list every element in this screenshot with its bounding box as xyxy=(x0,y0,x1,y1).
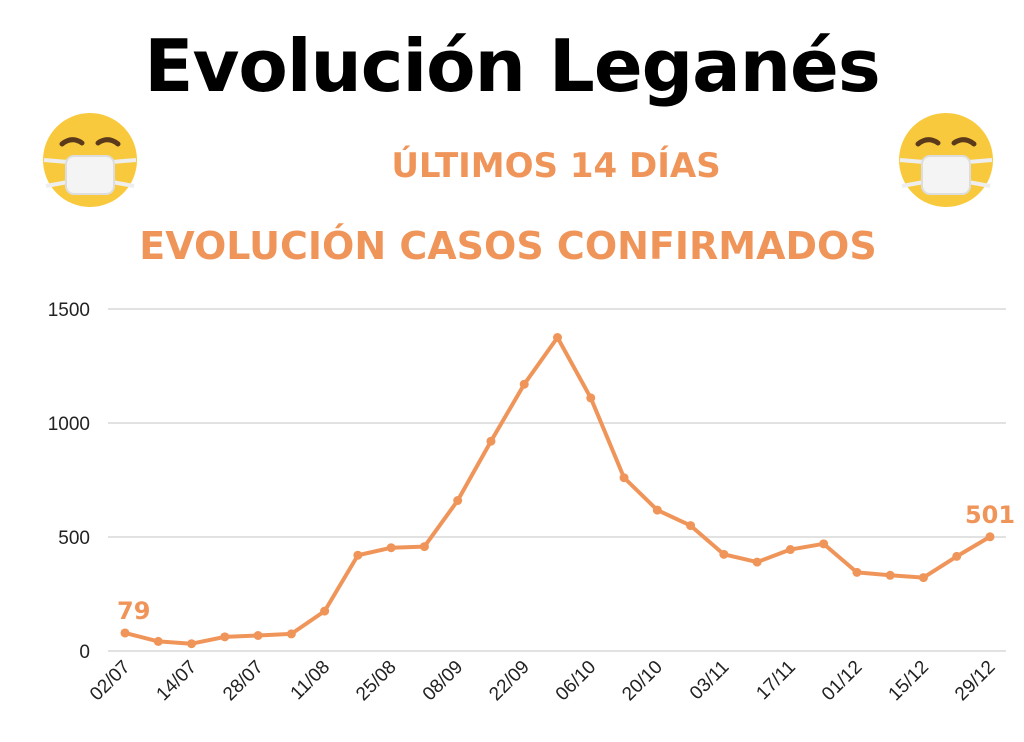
y-tick-label: 1000 xyxy=(48,414,90,435)
x-tick-label: 20/10 xyxy=(618,657,666,705)
x-tick-label: 28/07 xyxy=(219,657,267,705)
data-point xyxy=(519,379,529,389)
y-tick-label: 500 xyxy=(58,528,90,549)
x-tick-label: 14/07 xyxy=(153,657,201,705)
series-line xyxy=(123,335,992,646)
data-point xyxy=(785,545,795,555)
data-point xyxy=(619,473,629,483)
data-point xyxy=(852,567,862,577)
face-with-medical-mask-icon xyxy=(899,113,993,207)
data-point xyxy=(652,505,662,515)
x-tick-label: 15/12 xyxy=(885,657,933,705)
data-point xyxy=(386,543,396,553)
series-line-path xyxy=(123,335,992,646)
data-point xyxy=(885,570,895,580)
data-point xyxy=(686,521,696,531)
data-labels: 79 501 xyxy=(117,501,1015,625)
page-title: Evolución Leganés xyxy=(144,24,880,108)
data-point xyxy=(819,539,829,549)
x-tick-label: 17/11 xyxy=(752,657,799,704)
data-point xyxy=(286,629,296,639)
x-tick-label: 02/07 xyxy=(86,657,134,705)
x-tick-label: 03/11 xyxy=(686,657,733,704)
data-point xyxy=(719,549,729,559)
series-points xyxy=(120,333,995,649)
y-tick-label: 1500 xyxy=(48,300,90,321)
data-label: 79 xyxy=(117,597,150,625)
face-with-medical-mask-icon xyxy=(43,113,137,207)
data-point xyxy=(220,632,230,642)
data-point xyxy=(453,496,463,506)
x-tick-label: 29/12 xyxy=(951,657,999,705)
x-tick-label: 22/09 xyxy=(485,657,533,705)
data-point xyxy=(153,636,163,646)
data-label: 501 xyxy=(965,501,1015,529)
data-point xyxy=(253,630,263,640)
data-point xyxy=(419,542,429,552)
x-tick-label: 06/10 xyxy=(552,657,600,705)
data-point xyxy=(120,628,130,638)
grid xyxy=(108,308,1006,652)
data-point xyxy=(187,639,197,649)
data-point xyxy=(952,551,962,561)
data-point xyxy=(752,557,762,567)
subtitle-confirmed-cases: EVOLUCIÓN CASOS CONFIRMADOS xyxy=(139,224,877,268)
x-tick-label: 08/09 xyxy=(419,657,467,705)
data-point xyxy=(918,573,928,583)
x-axis-ticks: 02/07 14/07 28/07 11/08 25/08 08/09 22/09 06/10… xyxy=(86,657,999,705)
data-point xyxy=(353,550,363,560)
y-tick-label: 0 xyxy=(79,642,90,663)
data-point xyxy=(586,393,596,403)
data-point xyxy=(553,333,562,342)
x-tick-label: 01/12 xyxy=(818,657,866,705)
data-point xyxy=(985,532,995,542)
x-tick-label: 11/08 xyxy=(287,657,334,704)
data-point xyxy=(320,606,330,616)
y-axis-ticks: 0 500 1000 1500 xyxy=(48,300,90,663)
subtitle-last-14-days: ÚLTIMOS 14 DÍAS xyxy=(391,146,721,186)
x-tick-label: 25/08 xyxy=(352,657,400,705)
data-point xyxy=(486,436,496,446)
